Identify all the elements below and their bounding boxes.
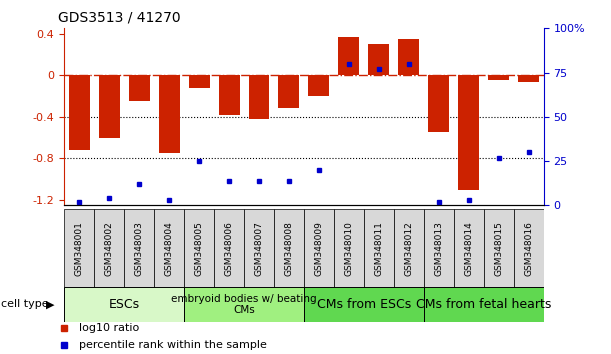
Bar: [214, 209, 244, 289]
Text: GSM348001: GSM348001: [75, 221, 84, 276]
Text: GSM348012: GSM348012: [404, 221, 414, 276]
Bar: [518, 75, 540, 82]
Text: embryoid bodies w/ beating
CMs: embryoid bodies w/ beating CMs: [171, 293, 317, 315]
Bar: [279, 75, 299, 108]
Bar: [334, 209, 364, 289]
Text: GSM348016: GSM348016: [524, 221, 533, 276]
Bar: [304, 287, 424, 322]
Text: GSM348005: GSM348005: [194, 221, 203, 276]
Bar: [128, 75, 150, 101]
Text: GSM348006: GSM348006: [224, 221, 233, 276]
Bar: [364, 209, 394, 289]
Bar: [424, 209, 454, 289]
Text: GSM348015: GSM348015: [494, 221, 503, 276]
Bar: [304, 209, 334, 289]
Bar: [338, 37, 359, 75]
Bar: [274, 209, 304, 289]
Text: CMs from ESCs: CMs from ESCs: [316, 298, 411, 311]
Text: CMs from fetal hearts: CMs from fetal hearts: [416, 298, 552, 311]
Bar: [189, 75, 210, 88]
Bar: [94, 209, 124, 289]
Text: log10 ratio: log10 ratio: [79, 323, 139, 333]
Bar: [488, 75, 510, 80]
Bar: [64, 209, 94, 289]
Bar: [159, 75, 180, 153]
Text: GSM348003: GSM348003: [134, 221, 144, 276]
Text: GSM348002: GSM348002: [104, 221, 114, 276]
Text: GDS3513 / 41270: GDS3513 / 41270: [58, 11, 181, 25]
Bar: [184, 209, 214, 289]
Bar: [98, 75, 120, 138]
Bar: [68, 75, 90, 150]
Text: GSM348007: GSM348007: [255, 221, 263, 276]
Bar: [398, 39, 419, 75]
Bar: [249, 75, 269, 119]
Bar: [454, 209, 484, 289]
Text: GSM348009: GSM348009: [315, 221, 323, 276]
Text: GSM348011: GSM348011: [375, 221, 384, 276]
Text: GSM348004: GSM348004: [164, 221, 174, 276]
Bar: [368, 44, 389, 75]
Bar: [458, 75, 480, 190]
Text: GSM348008: GSM348008: [285, 221, 293, 276]
Text: GSM348014: GSM348014: [464, 221, 474, 276]
Text: percentile rank within the sample: percentile rank within the sample: [79, 340, 266, 350]
Bar: [244, 209, 274, 289]
Bar: [154, 209, 184, 289]
Bar: [64, 287, 184, 322]
Text: ESCs: ESCs: [109, 298, 140, 311]
Text: GSM348010: GSM348010: [345, 221, 353, 276]
Bar: [514, 209, 544, 289]
Text: cell type: cell type: [1, 299, 49, 309]
Bar: [219, 75, 240, 115]
Bar: [484, 209, 514, 289]
Text: GSM348013: GSM348013: [434, 221, 444, 276]
Bar: [428, 75, 449, 132]
Text: ▶: ▶: [46, 299, 54, 309]
Bar: [309, 75, 329, 96]
Bar: [424, 287, 544, 322]
Bar: [184, 287, 304, 322]
Bar: [394, 209, 424, 289]
Bar: [124, 209, 154, 289]
